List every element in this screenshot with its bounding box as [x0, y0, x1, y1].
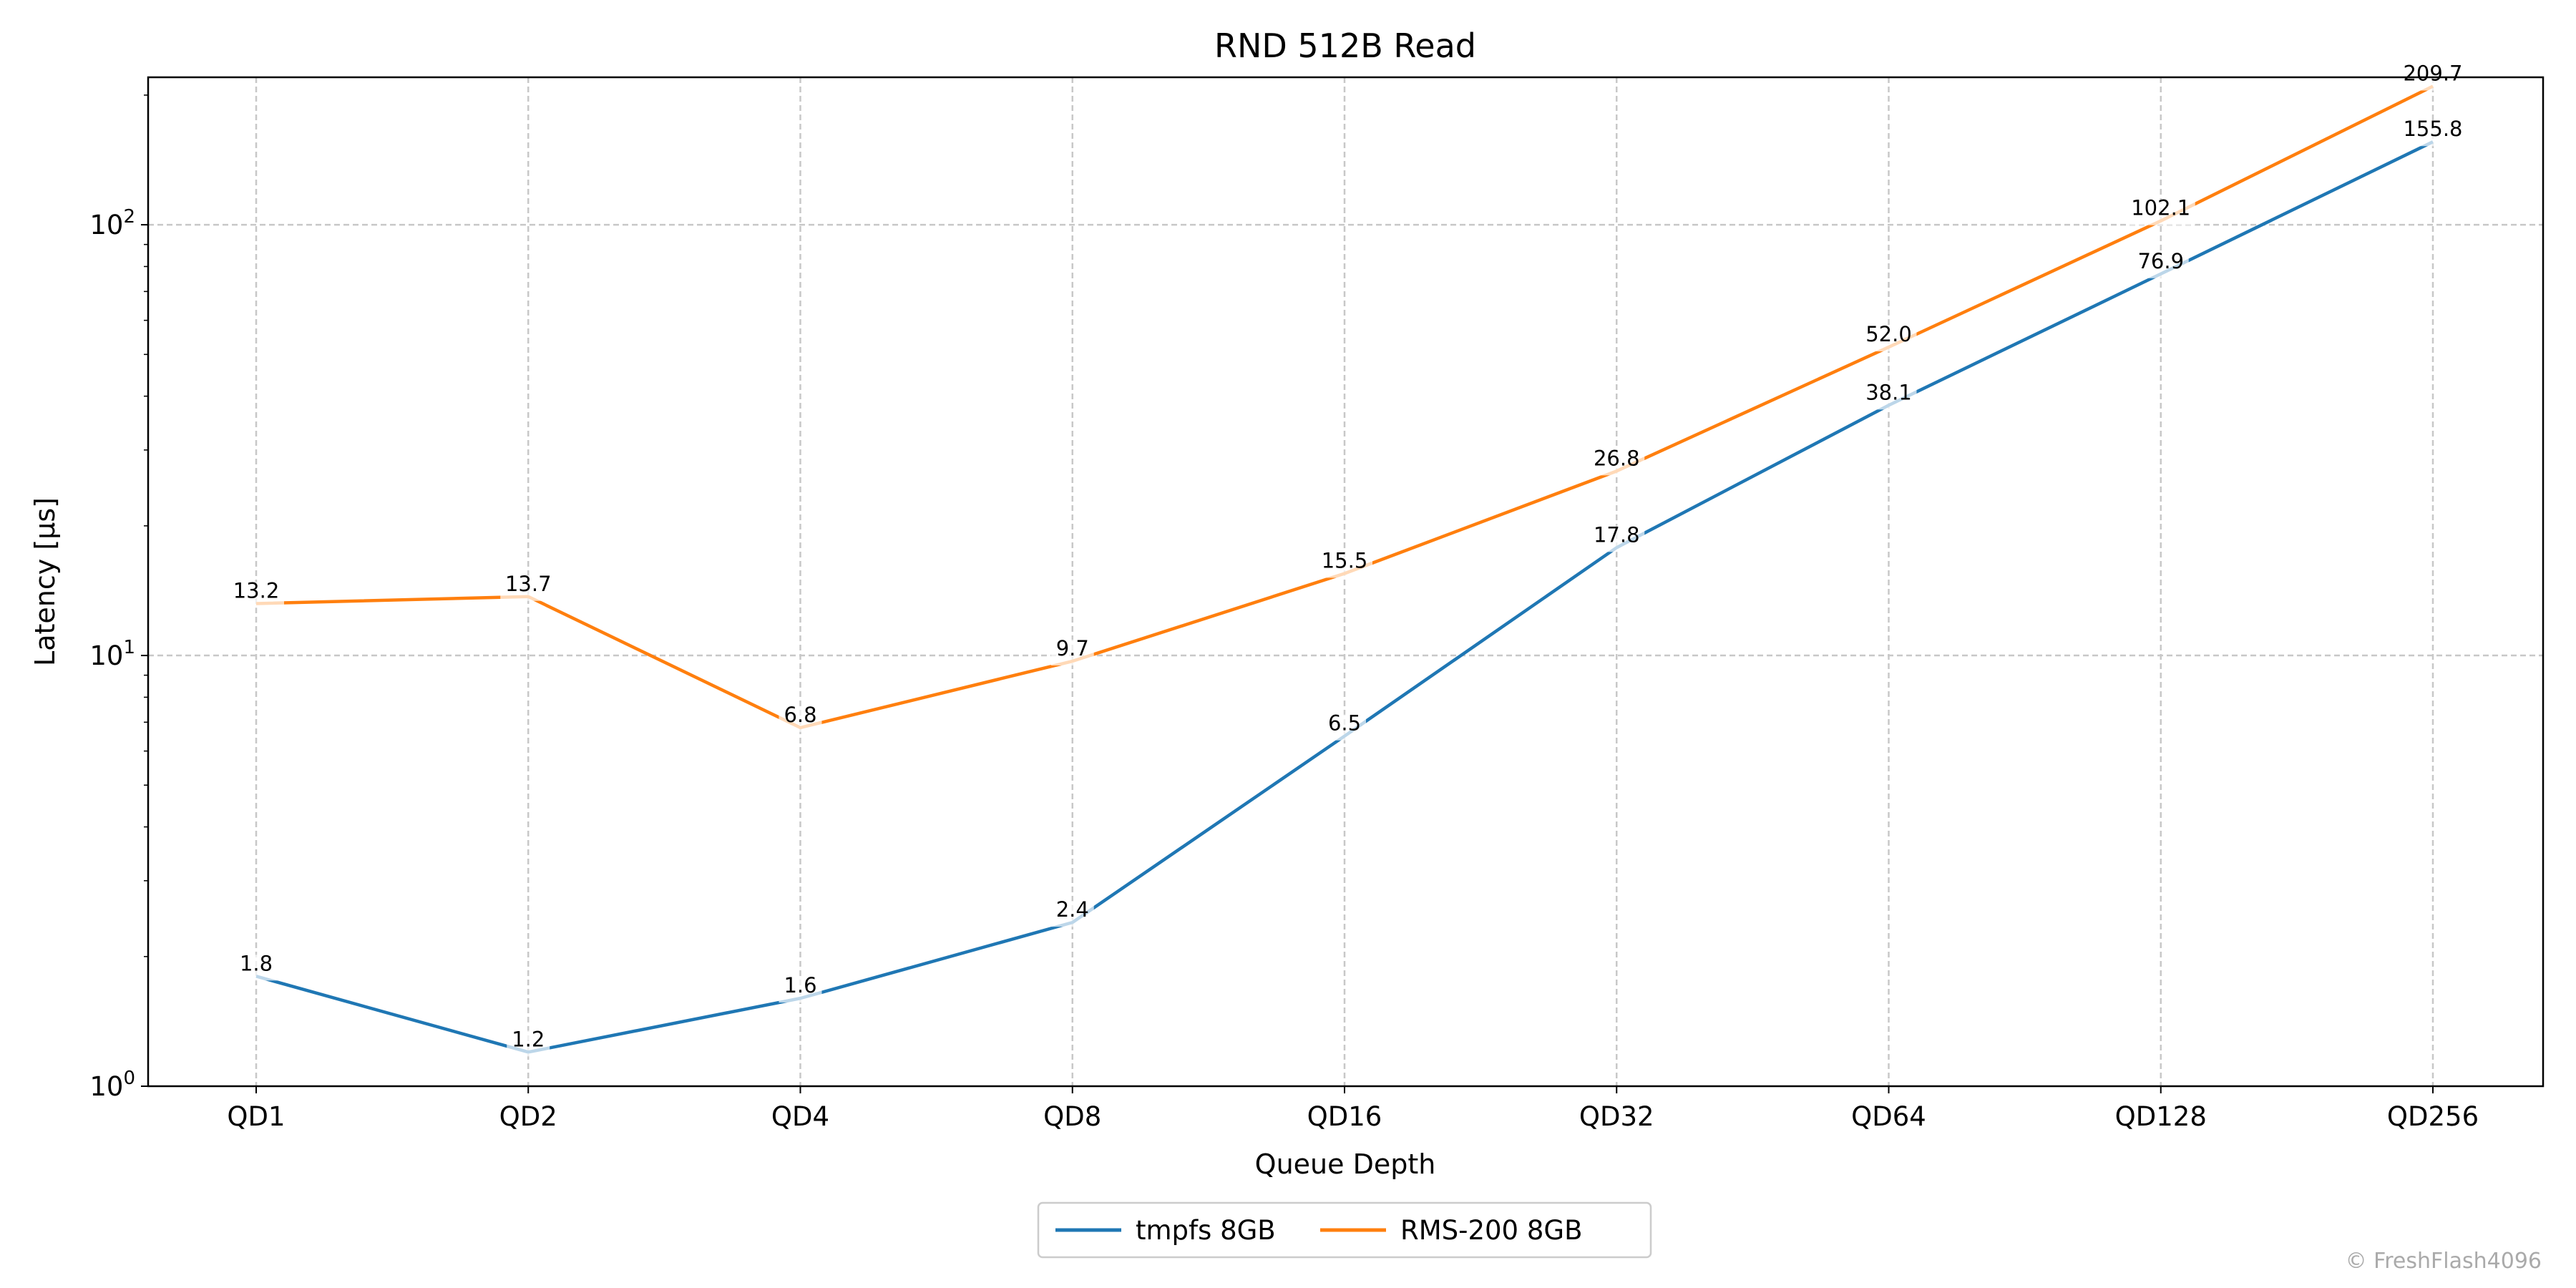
data-label: 13.2 — [233, 578, 280, 602]
data-label-bg — [507, 1030, 550, 1057]
data-label: 1.2 — [512, 1027, 545, 1051]
data-label: 102.1 — [2131, 196, 2190, 220]
data-label: 9.7 — [1056, 636, 1089, 660]
data-label: 76.9 — [2137, 249, 2184, 273]
data-label: 1.8 — [240, 951, 273, 975]
data-label-bg — [1050, 901, 1094, 927]
x-tick-label: QD16 — [1307, 1101, 1382, 1132]
x-tick-label: QD1 — [227, 1101, 285, 1132]
data-label: 209.7 — [2403, 62, 2462, 86]
data-label-bg — [2126, 199, 2195, 225]
data-label-bg — [779, 706, 822, 732]
data-label: 15.5 — [1322, 548, 1368, 572]
x-tick-label: QD32 — [1579, 1101, 1654, 1132]
x-tick-label: QD256 — [2387, 1101, 2479, 1132]
data-label: 38.1 — [1865, 380, 1912, 404]
data-label-bg — [2132, 252, 2189, 278]
data-label-bg — [500, 575, 557, 601]
data-label: 2.4 — [1056, 897, 1089, 922]
data-label-bg — [1323, 714, 1366, 741]
data-label: 17.8 — [1594, 522, 1640, 547]
data-label-bg — [235, 955, 278, 981]
x-tick-label: QD128 — [2115, 1101, 2207, 1132]
legend-label: RMS-200 8GB — [1400, 1215, 1582, 1246]
y-ticks: 100 101 102 — [89, 94, 148, 1102]
x-ticks: QD1 QD2 QD4 QD8 QD16 QD32 QD64 QD128 QD256 — [227, 1086, 2479, 1132]
data-labels: 1.8 1.2 1.6 2.4 6.5 17.8 38.1 76.9 155.8 13.2 13.7… — [228, 62, 2467, 1057]
x-tick-label: QD4 — [771, 1101, 829, 1132]
data-label: 6.5 — [1328, 711, 1361, 736]
data-label-bg — [1589, 449, 1645, 476]
data-label: 6.8 — [784, 703, 816, 727]
data-label-bg — [1050, 640, 1094, 666]
data-label: 13.7 — [505, 572, 552, 596]
data-label-bg — [1317, 552, 1372, 578]
plot-frame — [147, 76, 2545, 1088]
data-label: 52.0 — [1865, 322, 1912, 346]
x-tick-label: QD8 — [1043, 1101, 1101, 1132]
data-label: 1.6 — [784, 973, 816, 997]
y-tick-label: 101 — [89, 637, 135, 671]
data-label-bg — [1589, 526, 1645, 552]
x-tick-label: QD2 — [499, 1101, 557, 1132]
data-label-bg — [1860, 384, 1917, 410]
data-label-bg — [1860, 326, 1917, 352]
data-label: 155.8 — [2403, 117, 2462, 141]
legend: tmpfs 8GB RMS-200 8GB — [1037, 1201, 1652, 1259]
legend-label: tmpfs 8GB — [1136, 1215, 1276, 1246]
y-tick-label: 102 — [89, 206, 135, 240]
x-axis-label: Queue Depth — [1255, 1148, 1436, 1180]
x-tick-label: QD64 — [1851, 1101, 1926, 1132]
chart-title: RND 512B Read — [1214, 26, 1476, 65]
data-label: 26.8 — [1594, 446, 1640, 470]
y-tick-label: 100 — [89, 1068, 135, 1102]
y-axis-label: Latency [µs] — [29, 497, 61, 666]
data-label-bg — [228, 582, 284, 608]
data-label-bg — [779, 977, 822, 1003]
watermark: © FreshFlash4096 — [2346, 1249, 2542, 1274]
data-label-bg — [2399, 120, 2467, 147]
